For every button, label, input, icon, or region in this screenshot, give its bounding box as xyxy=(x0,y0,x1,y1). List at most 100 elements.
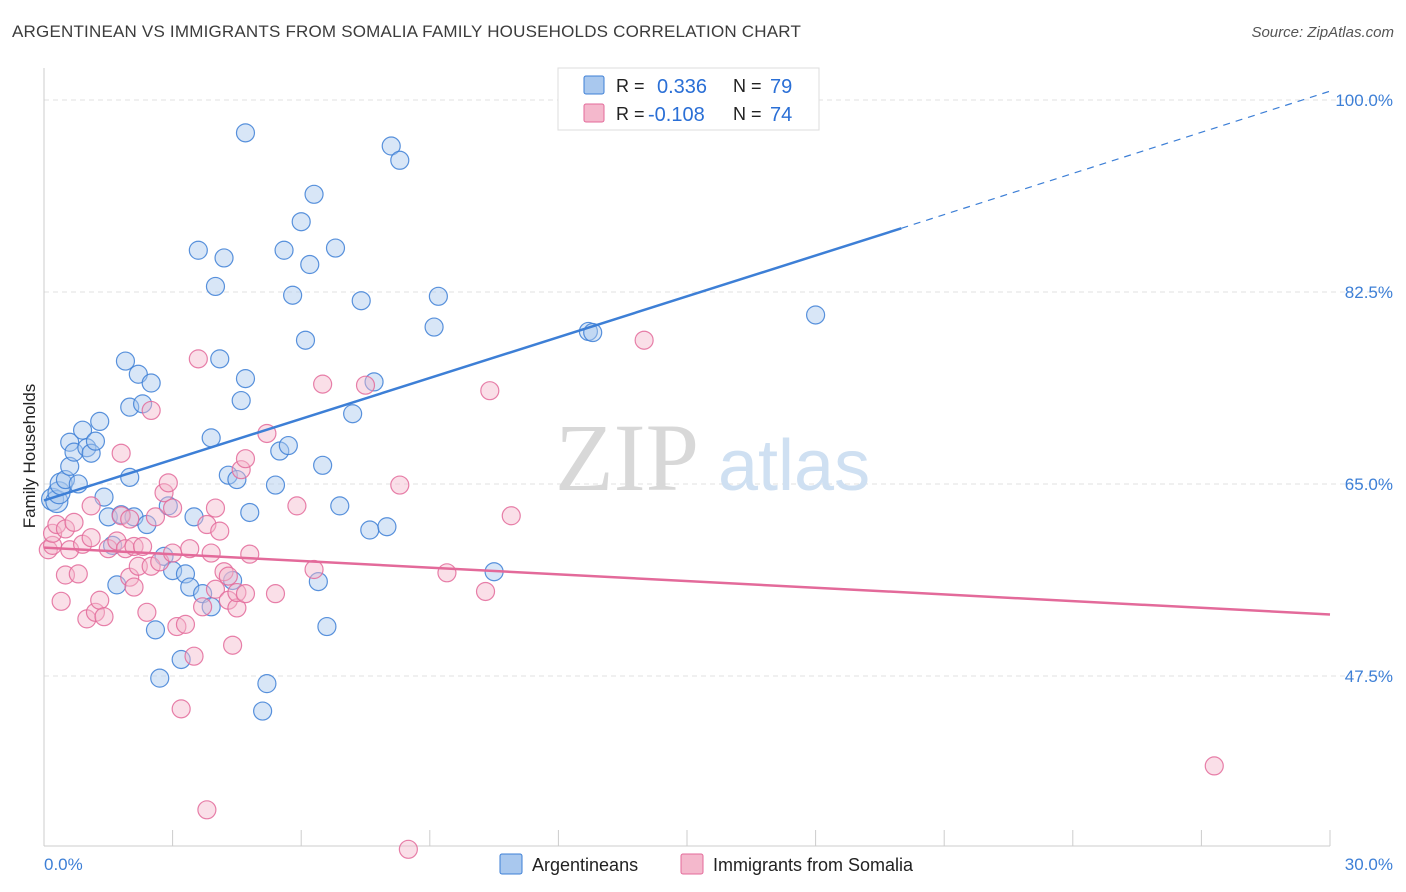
point-somalia xyxy=(240,544,260,564)
point-argentineans xyxy=(381,136,401,156)
point-somalia xyxy=(124,577,144,597)
point-somalia xyxy=(227,598,247,618)
bottom-legend-label-blue: Argentineans xyxy=(532,855,638,875)
point-somalia xyxy=(437,563,457,583)
point-argentineans xyxy=(390,150,410,170)
point-somalia xyxy=(634,330,654,350)
point-somalia xyxy=(85,602,106,622)
point-somalia xyxy=(205,498,226,518)
point-somalia xyxy=(205,579,226,599)
point-argentineans xyxy=(188,240,208,260)
bottom-legend-label-pink: Immigrants from Somalia xyxy=(713,855,914,875)
point-argentineans xyxy=(265,475,286,495)
point-somalia xyxy=(231,460,251,480)
point-argentineans xyxy=(253,701,273,721)
point-argentineans xyxy=(64,442,84,462)
point-argentineans xyxy=(145,620,166,640)
point-somalia xyxy=(158,473,178,493)
point-argentineans xyxy=(85,431,106,451)
point-somalia xyxy=(132,536,153,557)
x-tick-label-min: 0.0% xyxy=(44,855,83,874)
point-argentineans xyxy=(141,373,161,393)
trend-line-argentineans-extension xyxy=(901,90,1331,229)
source-label: Source: ZipAtlas.com xyxy=(1251,24,1394,41)
legend-r-value-pink: -0.108 xyxy=(648,104,705,126)
point-argentineans xyxy=(278,435,298,456)
point-argentineans xyxy=(150,668,170,688)
bottom-legend-swatch-blue xyxy=(499,853,523,875)
point-somalia xyxy=(355,375,376,395)
trend-lines xyxy=(43,90,1331,616)
trend-line-somalia xyxy=(43,546,1331,616)
point-somalia xyxy=(145,507,166,527)
series-argentineans xyxy=(40,123,826,721)
legend-swatch-pink xyxy=(583,103,605,123)
y-tick-labels: 47.5% 65.0% 82.5% 100.0% xyxy=(1335,91,1393,686)
legend-n-label-pink: N = xyxy=(733,104,762,124)
point-somalia xyxy=(141,556,161,576)
point-somalia xyxy=(120,509,140,529)
point-somalia xyxy=(480,381,500,401)
point-somalia xyxy=(51,591,71,611)
point-somalia xyxy=(163,498,183,518)
point-argentineans xyxy=(240,502,260,523)
point-argentineans xyxy=(60,432,80,452)
point-somalia xyxy=(154,483,174,503)
point-argentineans xyxy=(317,616,337,637)
point-somalia xyxy=(137,602,157,622)
point-argentineans xyxy=(115,351,136,371)
point-argentineans xyxy=(291,212,311,232)
point-argentineans xyxy=(205,276,226,297)
point-argentineans xyxy=(805,305,826,325)
point-argentineans xyxy=(330,496,350,516)
point-somalia xyxy=(184,646,204,666)
point-argentineans xyxy=(313,455,333,475)
point-somalia xyxy=(64,512,84,532)
point-somalia xyxy=(390,475,410,495)
point-somalia xyxy=(81,496,101,516)
point-argentineans xyxy=(227,469,247,490)
y-tick-label: 82.5% xyxy=(1345,283,1393,302)
point-argentineans xyxy=(235,369,256,389)
legend-n-label-blue: N = xyxy=(733,76,762,96)
trend-line-argentineans xyxy=(43,227,902,502)
point-somalia xyxy=(188,349,208,369)
x-axis-ticks xyxy=(172,830,1331,846)
point-somalia xyxy=(210,521,230,541)
point-argentineans xyxy=(210,349,230,369)
legend-swatch-blue xyxy=(583,75,605,95)
point-somalia xyxy=(304,559,324,580)
point-argentineans xyxy=(45,489,69,514)
legend-r-label-pink: R = xyxy=(616,104,645,124)
y-axis-title: Family Households xyxy=(20,384,39,529)
point-argentineans xyxy=(343,404,363,424)
point-argentineans xyxy=(231,390,251,411)
point-argentineans xyxy=(360,520,380,540)
stats-legend: R = 0.336 N = 79 R = -0.108 N = 74 xyxy=(557,67,820,131)
y-tick-label: 47.5% xyxy=(1345,667,1393,686)
point-argentineans xyxy=(300,254,320,275)
point-somalia xyxy=(265,584,286,604)
x-tick-label-max: 30.0% xyxy=(1345,855,1393,874)
point-argentineans xyxy=(81,443,101,463)
point-somalia xyxy=(235,584,256,604)
point-somalia xyxy=(223,635,243,655)
point-argentineans xyxy=(235,123,256,143)
legend-r-value-blue: 0.336 xyxy=(657,76,707,98)
y-tick-label: 65.0% xyxy=(1345,475,1393,494)
point-somalia xyxy=(193,597,213,617)
point-somalia xyxy=(501,506,521,526)
point-somalia xyxy=(42,523,63,543)
point-somalia xyxy=(81,528,101,548)
point-somalia xyxy=(1204,756,1224,776)
legend-r-label-blue: R = xyxy=(616,76,645,96)
watermark: ZIP atlas xyxy=(555,404,870,511)
point-somalia xyxy=(218,566,238,586)
point-argentineans xyxy=(377,517,397,537)
point-argentineans xyxy=(90,411,110,432)
point-argentineans xyxy=(283,285,303,305)
series-legend: Argentineans Immigrants from Somalia xyxy=(499,853,914,875)
point-argentineans xyxy=(295,330,316,350)
point-somalia xyxy=(475,581,496,602)
